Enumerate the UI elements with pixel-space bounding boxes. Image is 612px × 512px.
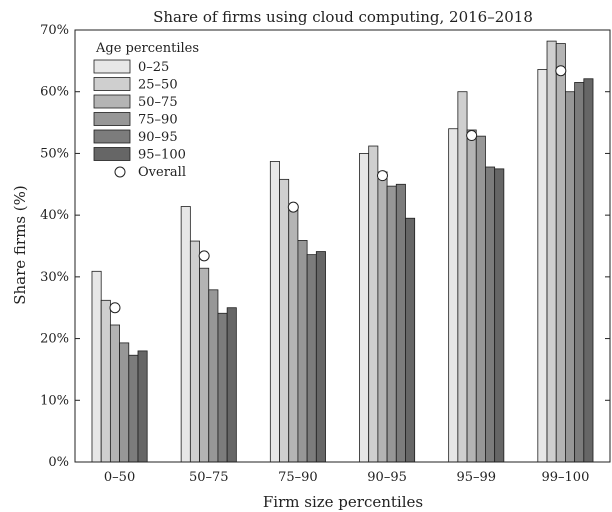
bar bbox=[583, 78, 594, 463]
x-tick-label: 95–99 bbox=[456, 470, 496, 485]
bar bbox=[466, 129, 477, 463]
bar bbox=[537, 69, 548, 463]
x-tick-label: 0–50 bbox=[104, 470, 135, 485]
y-tick-label: 60% bbox=[40, 85, 69, 100]
legend-label: 50–75 bbox=[138, 95, 178, 110]
bar bbox=[269, 161, 280, 463]
bar bbox=[226, 307, 237, 463]
bar bbox=[297, 240, 308, 463]
legend-overall-marker bbox=[114, 166, 126, 178]
bar bbox=[137, 350, 148, 463]
bar bbox=[208, 289, 219, 463]
bar bbox=[217, 312, 228, 463]
bar bbox=[359, 153, 370, 463]
bar bbox=[574, 82, 585, 463]
legend-label: 95–100 bbox=[138, 148, 186, 163]
legend-swatch bbox=[93, 129, 131, 144]
bar bbox=[100, 299, 111, 463]
legend-label: 90–95 bbox=[138, 130, 178, 145]
bar bbox=[279, 178, 290, 463]
legend-swatch bbox=[93, 77, 131, 91]
bar bbox=[448, 128, 459, 463]
legend-swatch bbox=[93, 112, 131, 126]
bar bbox=[555, 43, 566, 463]
x-axis-label: Firm size percentiles bbox=[263, 493, 423, 511]
bar bbox=[189, 240, 200, 463]
plot-frame bbox=[74, 29, 611, 463]
bar bbox=[199, 267, 210, 463]
chart-title: Share of firms using cloud computing, 20… bbox=[153, 8, 533, 26]
bar bbox=[315, 251, 326, 463]
legend-swatch bbox=[93, 147, 131, 161]
overall-marker bbox=[287, 201, 299, 213]
y-tick-label: 40% bbox=[40, 208, 69, 223]
y-tick-label: 0% bbox=[48, 455, 69, 470]
legend-swatch bbox=[93, 94, 131, 109]
bar bbox=[457, 91, 468, 463]
x-tick-label: 50–75 bbox=[189, 470, 229, 485]
overall-marker bbox=[466, 130, 478, 142]
bar bbox=[494, 168, 505, 463]
x-axis: 0–50 50–75 75–90 90–95 95–99 99–100 bbox=[104, 457, 589, 485]
y-tick-label: 70% bbox=[40, 23, 69, 38]
overall-marker bbox=[376, 170, 388, 182]
legend-swatch bbox=[93, 59, 131, 74]
bar bbox=[91, 270, 102, 463]
y-axis: 0% 10% 20% 30% 40% 50% 60% 70% bbox=[40, 23, 610, 470]
bar bbox=[377, 171, 388, 463]
bar bbox=[475, 135, 486, 463]
bar-groups bbox=[91, 40, 594, 463]
legend: Age percentiles 0–25 25–50 50–75 75–90 90–95… bbox=[93, 41, 199, 180]
legend-label: 75–90 bbox=[138, 113, 178, 128]
x-tick-label: 75–90 bbox=[278, 470, 318, 485]
bar bbox=[565, 91, 576, 463]
overall-markers bbox=[109, 65, 567, 314]
bar bbox=[386, 185, 397, 463]
bar bbox=[485, 166, 496, 463]
bar bbox=[119, 342, 130, 463]
bar bbox=[288, 207, 299, 463]
legend-label: 25–50 bbox=[138, 78, 178, 93]
y-tick-label: 10% bbox=[40, 393, 69, 408]
bar bbox=[306, 254, 317, 463]
legend-label-overall: Overall bbox=[138, 165, 186, 180]
bar bbox=[395, 183, 406, 463]
overall-marker bbox=[198, 250, 210, 262]
bar bbox=[128, 354, 139, 463]
bar bbox=[368, 145, 379, 463]
bar bbox=[180, 206, 191, 463]
y-axis-label: Share firms (%) bbox=[11, 185, 29, 305]
legend-title: Age percentiles bbox=[95, 41, 199, 56]
overall-marker bbox=[109, 302, 121, 314]
legend-label: 0–25 bbox=[138, 60, 169, 75]
overall-marker bbox=[555, 65, 567, 77]
bar bbox=[405, 217, 416, 463]
x-tick-label: 90–95 bbox=[367, 470, 407, 485]
y-tick-label: 50% bbox=[40, 146, 69, 161]
bar bbox=[109, 324, 120, 463]
y-tick-label: 20% bbox=[40, 332, 69, 347]
y-tick-label: 30% bbox=[40, 270, 69, 285]
bar bbox=[546, 40, 557, 463]
x-tick-label: 99–100 bbox=[541, 470, 589, 485]
